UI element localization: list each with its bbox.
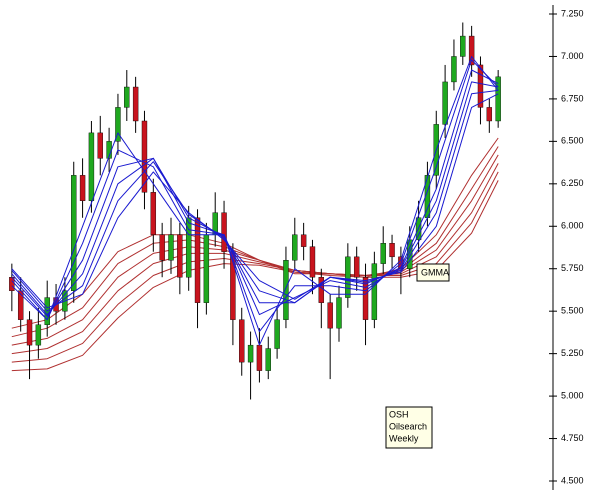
candle-body — [486, 107, 493, 122]
moving-average — [11, 69, 499, 317]
candle-body — [132, 86, 139, 122]
candle-body — [353, 256, 360, 278]
candle-body — [495, 76, 501, 122]
candle-body — [168, 234, 174, 261]
candle-body — [88, 132, 95, 201]
candle-body — [451, 56, 457, 83]
moving-average — [11, 137, 499, 329]
y-tick-label: 6.250 — [561, 178, 584, 188]
y-tick-label: 5.500 — [561, 306, 584, 316]
candle-body — [247, 344, 254, 363]
moving-average — [11, 59, 499, 333]
candle-body — [380, 243, 386, 264]
candle-body — [26, 319, 33, 346]
candle-body — [71, 175, 77, 292]
y-tick-label: 6.000 — [561, 221, 584, 231]
candle-body — [194, 217, 201, 303]
y-tick-label: 4.750 — [561, 433, 584, 443]
candle-body — [283, 260, 289, 320]
candle-body — [35, 324, 42, 346]
moving-average — [11, 81, 499, 316]
candle-body — [336, 297, 342, 329]
company-label: Oilsearch — [389, 421, 427, 431]
y-tick-label: 5.250 — [561, 348, 584, 358]
candle-body — [327, 302, 333, 329]
indicator-label: GMMA — [421, 267, 449, 277]
candle-body — [150, 192, 157, 235]
y-tick-label: 5.000 — [561, 390, 584, 400]
candle-body — [115, 107, 121, 142]
candle-body — [221, 212, 227, 252]
security-label-box: OSH Oilsearch Weekly — [385, 406, 433, 449]
candle-body — [97, 132, 103, 159]
candle-body — [159, 234, 165, 261]
candle-body — [468, 35, 475, 66]
candle-body — [442, 81, 448, 125]
candle-body — [371, 263, 378, 320]
ticker-label: OSH — [389, 409, 409, 419]
candle-body — [203, 234, 210, 303]
candle-body — [239, 319, 245, 363]
gmma-label-box: GMMA — [416, 263, 450, 282]
y-tick-label: 6.750 — [561, 93, 584, 103]
moving-average — [11, 56, 499, 346]
candle-body — [345, 256, 351, 298]
candle-body — [477, 64, 484, 108]
candle-body — [362, 277, 369, 320]
candle-body — [124, 86, 130, 108]
candle-body — [141, 120, 148, 193]
candle-body — [292, 234, 298, 261]
candle-body — [318, 277, 325, 303]
y-tick-label: 7.000 — [561, 51, 584, 61]
y-tick-label: 6.500 — [561, 136, 584, 146]
y-tick-label: 4.500 — [561, 475, 584, 485]
candle-body — [177, 234, 183, 278]
candle-body — [300, 234, 307, 247]
candle-body — [460, 35, 466, 57]
moving-average — [11, 89, 499, 312]
moving-average — [11, 93, 499, 309]
candle-body — [274, 319, 280, 349]
label-box — [385, 406, 433, 449]
candle-body — [265, 348, 271, 371]
y-tick-label: 5.750 — [561, 263, 584, 273]
candle-body — [79, 175, 86, 201]
candle-body — [309, 246, 316, 278]
period-label: Weekly — [389, 433, 419, 443]
candle-body — [256, 344, 263, 371]
moving-average — [11, 163, 499, 355]
candle-body — [17, 290, 24, 320]
y-tick-label: 7.250 — [561, 8, 584, 18]
label-box — [416, 263, 450, 282]
candle-body — [389, 243, 395, 258]
